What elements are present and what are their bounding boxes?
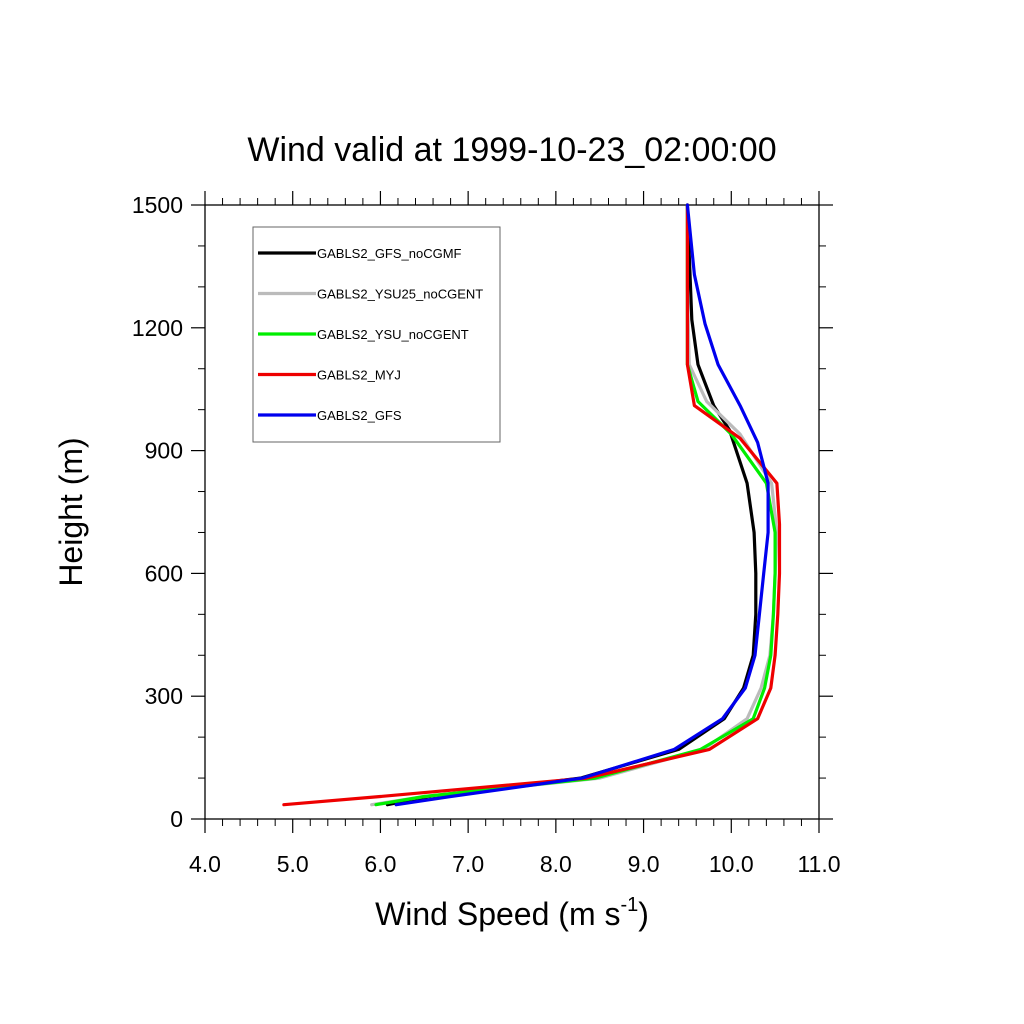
series-line-5 [394,203,770,807]
legend-entries: GABLS2_GFS_noCGMF GABLS2_YSU25_noCGENT GAB… [258,246,483,423]
x-axis-label: Wind Speed (m s-1) [375,894,649,932]
x-tick-label: 8.0 [540,851,572,877]
y-tick-label: 600 [145,560,183,586]
x-axis-label-close: ) [638,896,649,932]
y-axis-label: Height (m) [53,437,89,586]
y-tick-label: 1500 [132,192,183,218]
y-tick-label: 300 [145,683,183,709]
plot-frame [204,204,820,820]
y-tick-label: 0 [170,806,183,832]
legend-label: GABLS2_GFS_noCGMF [317,246,462,261]
legend: GABLS2_GFS_noCGMF GABLS2_YSU25_noCGENT GAB… [252,226,501,443]
x-tick-label: 5.0 [277,851,309,877]
series-lines [282,203,782,807]
axis-ticks [191,191,833,833]
chart-title: Wind valid at 1999-10-23_02:00:00 [247,131,776,169]
x-tick-label: 9.0 [628,851,660,877]
legend-label: GABLS2_YSU25_noCGENT [317,287,483,302]
x-tick-label: 6.0 [364,851,396,877]
x-tick-label: 10.0 [709,851,754,877]
tick-labels: 4.0 5.0 6.0 7.0 8.0 9.0 10.0 11.0 0 300 600 900 1200… [132,192,841,877]
x-tick-label: 7.0 [452,851,484,877]
plot-area: 4.0 5.0 6.0 7.0 8.0 9.0 10.0 11.0 0 300 600 900 1200… [132,191,841,877]
x-axis-label-main: Wind Speed (m s [375,896,620,932]
x-axis-label-superscript: -1 [620,894,638,916]
legend-label: GABLS2_GFS [317,408,402,423]
legend-label: GABLS2_YSU_noCGENT [317,327,469,342]
y-tick-label: 1200 [132,315,183,341]
x-tick-label: 4.0 [189,851,221,877]
legend-label: GABLS2_MYJ [317,368,401,383]
y-tick-label: 900 [145,438,183,464]
x-tick-label: 11.0 [797,851,840,877]
series-line-4 [282,203,782,807]
